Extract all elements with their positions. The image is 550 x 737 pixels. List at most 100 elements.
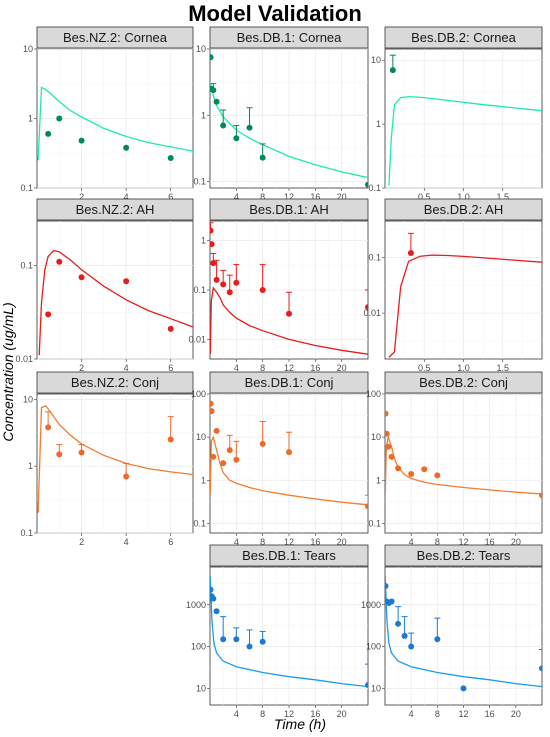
series-data <box>37 86 193 162</box>
data-point <box>434 472 441 479</box>
panel-title: Bes.DB.1: Tears <box>242 548 336 563</box>
data-point <box>395 465 402 472</box>
data-point <box>259 287 266 293</box>
data-point <box>56 115 63 122</box>
data-point <box>226 289 233 296</box>
data-point <box>395 620 402 627</box>
y-tick-label: 1000 <box>361 600 381 610</box>
y-tick-label: 1 <box>201 236 206 246</box>
data-point <box>213 608 220 615</box>
series-data <box>388 54 542 186</box>
y-tick-label: 0.1 <box>20 183 33 193</box>
x-tick-label: 6 <box>168 363 173 373</box>
data-point <box>259 154 266 161</box>
y-tick-label: 1 <box>201 110 206 120</box>
series-data <box>210 222 368 355</box>
data-point <box>434 636 441 643</box>
panel-plot-area <box>36 393 194 534</box>
data-point <box>539 492 542 499</box>
x-tick-label: 20 <box>337 192 347 202</box>
x-tick-label: 8 <box>260 192 265 202</box>
series-data <box>388 232 542 358</box>
panel-strip <box>384 26 543 49</box>
model-line <box>385 575 542 688</box>
panel-7: Bes.NZ.2: Conj 0.1 1 10 2 4 6 <box>20 371 194 547</box>
panel-1: Bes.NZ.2: Cornea 0.1 1 10 2 4 6 <box>20 26 194 202</box>
series-data <box>37 405 193 513</box>
panel-strip <box>36 26 194 49</box>
series-data <box>210 54 368 188</box>
x-tick-label: 1.5 <box>496 363 509 373</box>
panel-title: Bes.DB.2: Tears <box>417 548 511 563</box>
model-line <box>210 286 368 355</box>
panel-strip <box>384 198 543 221</box>
data-point <box>407 249 414 256</box>
data-point <box>45 311 52 318</box>
panel-5: Bes.DB.1: AH 0.01 0.1 1 4 8 12 16 20 <box>188 198 369 373</box>
panel-title: Bes.NZ.2: Cornea <box>63 30 168 45</box>
x-tick-label: 4 <box>234 537 239 547</box>
panel-8: Bes.DB.1: Conj 0.1 1 10 100 4 8 12 16 20 <box>191 371 369 547</box>
x-tick-label: 4 <box>124 363 129 373</box>
panel-strip <box>209 26 369 49</box>
x-tick-label: 4 <box>409 537 414 547</box>
model-line <box>37 86 193 161</box>
x-tick-label: 12 <box>284 537 294 547</box>
data-point <box>539 665 542 672</box>
gridlines <box>385 221 542 359</box>
x-tick-label: 1.0 <box>457 192 470 202</box>
y-tick-label: 1 <box>376 119 381 129</box>
panel-4: Bes.NZ.2: AH 0.01 0.1 2 4 6 <box>15 198 194 373</box>
model-line <box>388 254 542 358</box>
panel-title: Bes.DB.1: Cornea <box>237 30 343 45</box>
y-tick-label: 10 <box>196 683 206 693</box>
data-point <box>45 130 52 137</box>
data-point <box>233 636 240 643</box>
panel-strip <box>384 371 543 394</box>
x-tick-label: 12 <box>458 537 468 547</box>
x-tick-label: 1.5 <box>496 192 509 202</box>
data-point <box>421 466 428 473</box>
x-tick-label: 16 <box>310 709 320 719</box>
data-point <box>210 260 217 267</box>
x-tick-label: 8 <box>260 363 265 373</box>
y-tick-label: 100 <box>366 642 381 652</box>
data-point <box>210 87 217 94</box>
data-point <box>210 408 215 415</box>
x-tick-label: 1.0 <box>457 363 470 373</box>
data-point <box>167 436 174 443</box>
y-tick-label: 10 <box>371 432 381 442</box>
x-tick-label: 20 <box>337 363 347 373</box>
y-tick-label: 0.1 <box>193 518 206 528</box>
gridlines <box>37 221 193 360</box>
gridlines <box>385 393 542 533</box>
data-point <box>408 470 415 477</box>
x-tick-label: 8 <box>260 709 265 719</box>
x-axis-label: Time (h) <box>274 716 326 732</box>
data-point <box>210 586 214 593</box>
data-point <box>213 98 220 105</box>
y-tick-label: 10 <box>196 432 206 442</box>
y-axis-label: Concentration (ug/mL) <box>0 302 16 442</box>
y-tick-label: 0.01 <box>188 334 206 344</box>
y-tick-label: 1 <box>201 475 206 485</box>
x-tick-label: 4 <box>124 192 129 202</box>
x-tick-label: 0.5 <box>418 363 431 373</box>
y-tick-label: 10 <box>23 44 33 54</box>
x-tick-label: 2 <box>79 537 84 547</box>
x-tick-label: 4 <box>409 709 414 719</box>
data-point <box>123 473 130 480</box>
x-tick-label: 12 <box>284 192 294 202</box>
model-line <box>38 249 193 356</box>
y-tick-label: 0.01 <box>363 308 381 318</box>
data-point <box>246 124 253 131</box>
y-tick-label: 0.1 <box>368 252 381 262</box>
y-tick-label: 0.1 <box>20 528 33 538</box>
panel-title: Bes.DB.2: Conj <box>419 375 508 390</box>
x-tick-label: 20 <box>337 537 347 547</box>
model-line <box>37 405 193 513</box>
data-point <box>213 276 220 283</box>
data-point <box>365 304 368 311</box>
x-tick-label: 0.5 <box>418 192 431 202</box>
x-tick-label: 16 <box>310 192 320 202</box>
